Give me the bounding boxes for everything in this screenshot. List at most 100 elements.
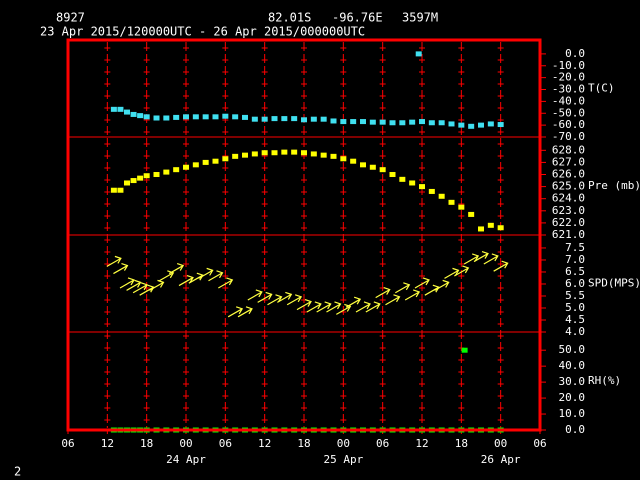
wind-arrow	[385, 294, 401, 306]
y-tick-label: -10.0	[552, 59, 585, 72]
x-tick-label: 18	[140, 437, 153, 450]
point	[301, 150, 307, 156]
wind-arrow	[424, 284, 440, 296]
x-tick-label: 12	[415, 437, 428, 450]
point	[409, 180, 416, 186]
point	[212, 158, 219, 164]
point	[389, 172, 396, 178]
x-tick-label: 12	[258, 437, 271, 450]
point	[340, 119, 347, 125]
wind-arrow	[395, 282, 411, 294]
arrow-shape	[113, 263, 129, 275]
point	[340, 156, 347, 162]
point	[163, 169, 170, 175]
point	[130, 111, 137, 117]
point	[438, 193, 445, 199]
wind-arrow	[198, 267, 214, 279]
point	[330, 118, 337, 124]
wind-arrow	[434, 279, 450, 291]
arrow-shape	[286, 294, 303, 306]
arrow-shape	[493, 260, 509, 272]
point	[173, 114, 180, 120]
arrow-shape	[296, 299, 312, 311]
x-tick-label: 00	[337, 437, 350, 450]
point	[320, 152, 327, 158]
x-tick-label: 18	[297, 437, 310, 450]
date-label: 26 Apr	[481, 453, 521, 466]
wind-arrow	[404, 289, 421, 301]
arrow-shape	[247, 289, 263, 301]
date-label: 24 Apr	[166, 453, 206, 466]
y-tick-label: 4.0	[565, 325, 585, 338]
y-tick-label: 624.0	[552, 192, 585, 205]
y-tick-label: 50.0	[559, 343, 586, 356]
arrow-shape	[119, 277, 135, 289]
point	[271, 150, 278, 156]
point	[281, 149, 288, 155]
y-tick-label: 5.5	[565, 289, 585, 302]
date-label: 25 Apr	[323, 453, 363, 466]
arrow-shape	[237, 306, 253, 318]
wind-arrow	[113, 263, 129, 275]
arrow-shape	[227, 306, 244, 318]
latitude: 82.01S	[268, 11, 311, 25]
arrow-shape	[149, 279, 165, 291]
point	[468, 123, 475, 129]
y-axis-label: SPD(MPS)	[588, 277, 640, 290]
wind-arrow	[375, 287, 391, 299]
wind-arrow	[168, 263, 185, 275]
arrow-shape	[257, 291, 273, 303]
point	[173, 167, 180, 173]
wind-arrow	[277, 291, 293, 303]
point	[117, 106, 124, 112]
point	[130, 178, 137, 184]
x-tick-label: 06	[61, 437, 74, 450]
arrow-shape	[444, 267, 460, 279]
y-tick-label: 4.5	[565, 313, 585, 326]
y-tick-label: 626.0	[552, 168, 585, 181]
point	[310, 116, 317, 122]
point	[379, 167, 386, 173]
point	[369, 164, 376, 170]
point	[478, 226, 484, 232]
wind-arrow	[126, 279, 142, 291]
arrow-shape	[306, 301, 322, 313]
point	[399, 176, 406, 182]
point	[281, 116, 288, 122]
point	[291, 149, 298, 155]
x-tick-label: 06	[533, 437, 546, 450]
x-tick-label: 06	[376, 437, 389, 450]
wind-arrow	[444, 267, 460, 279]
arrow-shape	[463, 253, 480, 265]
point	[143, 114, 150, 120]
wind-arrow	[237, 306, 253, 318]
arrow-shape	[483, 253, 499, 265]
y-tick-label: 30.0	[559, 375, 586, 388]
point	[242, 152, 248, 158]
arrow-shape	[267, 294, 283, 306]
y-tick-label: 6.0	[565, 277, 585, 290]
point	[320, 116, 327, 122]
arrow-shape	[473, 250, 489, 263]
y-tick-label: 625.0	[552, 180, 585, 193]
point	[438, 120, 445, 126]
point	[251, 151, 258, 157]
point	[448, 121, 455, 127]
wind-arrow	[463, 253, 480, 265]
arrow-shape	[218, 277, 234, 289]
wind-arrow	[132, 282, 149, 294]
wind-arrow	[267, 294, 283, 306]
point	[192, 114, 199, 120]
point	[271, 116, 278, 122]
x-tick-label: 00	[179, 437, 192, 450]
point	[458, 122, 465, 128]
wind-arrow	[345, 296, 362, 308]
y-tick-label: -40.0	[552, 94, 585, 107]
point	[232, 153, 239, 159]
y-tick-label: 20.0	[559, 391, 586, 404]
y-tick-label: 0.0	[565, 423, 585, 436]
point	[124, 180, 130, 186]
elevation: 3597M	[402, 11, 438, 25]
x-tick-label: 12	[101, 437, 114, 450]
